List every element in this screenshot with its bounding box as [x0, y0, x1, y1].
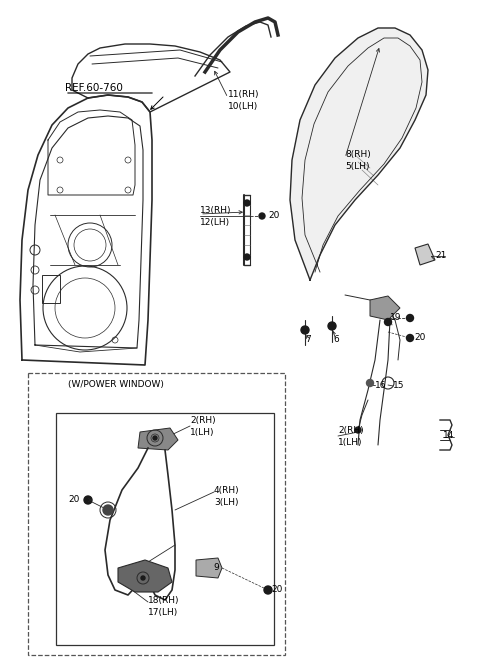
Text: REF.60-760: REF.60-760 — [65, 83, 123, 93]
Text: 15: 15 — [393, 381, 405, 389]
Circle shape — [264, 586, 272, 594]
Text: 2(RH): 2(RH) — [190, 415, 216, 424]
Text: 8(RH): 8(RH) — [345, 150, 371, 160]
Polygon shape — [138, 428, 178, 450]
Text: 12(LH): 12(LH) — [200, 218, 230, 226]
Bar — [42, 275, 60, 303]
Circle shape — [153, 436, 157, 440]
Text: 6: 6 — [333, 335, 339, 345]
Text: 21: 21 — [435, 250, 446, 259]
Text: 1(LH): 1(LH) — [190, 428, 215, 436]
Circle shape — [407, 335, 413, 341]
Text: 9: 9 — [213, 564, 219, 572]
Circle shape — [103, 505, 113, 515]
Polygon shape — [370, 296, 400, 320]
Text: 16: 16 — [375, 381, 386, 389]
Circle shape — [328, 322, 336, 330]
Circle shape — [244, 254, 250, 260]
Text: 4(RH): 4(RH) — [214, 486, 240, 494]
Text: 2(RH): 2(RH) — [338, 426, 364, 434]
Text: 20: 20 — [271, 585, 282, 595]
Text: 13(RH): 13(RH) — [200, 206, 231, 214]
Text: 20: 20 — [68, 496, 79, 504]
Text: 3(LH): 3(LH) — [214, 498, 239, 506]
Circle shape — [355, 427, 361, 433]
Bar — [56, 413, 274, 645]
Circle shape — [301, 326, 309, 334]
Text: 7: 7 — [305, 335, 311, 345]
Circle shape — [407, 315, 413, 321]
Polygon shape — [415, 244, 435, 265]
Circle shape — [367, 379, 373, 387]
Circle shape — [141, 576, 145, 580]
Text: (W/POWER WINDOW): (W/POWER WINDOW) — [68, 381, 164, 389]
Text: 20: 20 — [268, 210, 279, 220]
Text: 19: 19 — [390, 313, 401, 323]
Text: 17(LH): 17(LH) — [148, 607, 178, 617]
Text: 14: 14 — [443, 430, 455, 440]
Text: 11(RH): 11(RH) — [228, 90, 260, 100]
Text: 20: 20 — [414, 333, 425, 341]
Polygon shape — [118, 560, 172, 592]
Polygon shape — [290, 28, 428, 280]
Circle shape — [259, 213, 265, 219]
Bar — [28, 373, 285, 655]
Circle shape — [244, 200, 250, 206]
Text: 10(LH): 10(LH) — [228, 102, 258, 112]
Polygon shape — [196, 558, 222, 578]
Text: 1(LH): 1(LH) — [338, 438, 362, 446]
Circle shape — [84, 496, 92, 504]
Text: 5(LH): 5(LH) — [345, 162, 370, 172]
Circle shape — [384, 319, 392, 325]
Text: 18(RH): 18(RH) — [148, 595, 180, 605]
